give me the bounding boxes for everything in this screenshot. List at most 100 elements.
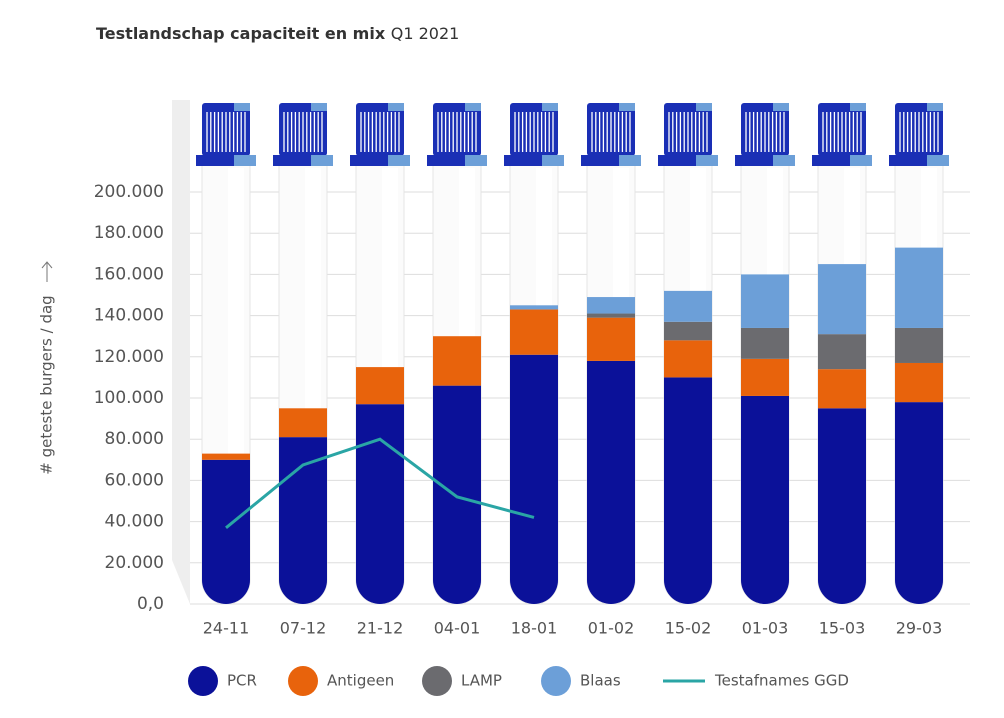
backdrop	[172, 100, 190, 604]
bar-group	[510, 305, 558, 310]
bar-group	[818, 264, 866, 335]
bar-segment	[741, 327, 789, 359]
cap-rim-light	[619, 155, 641, 166]
cap-rim	[889, 155, 949, 166]
chart-title: Testlandschap capaciteit en mix Q1 2021	[96, 24, 459, 43]
bar-group	[510, 354, 558, 604]
bar-group	[279, 408, 327, 438]
cap-top-light	[850, 103, 866, 111]
x-tick-label: 15-03	[819, 619, 866, 638]
bar-group	[741, 395, 789, 604]
cap-rim	[350, 155, 410, 166]
cap-rim-light	[234, 155, 256, 166]
cap-top-light	[619, 103, 635, 111]
y-tick-label: 200.000	[94, 182, 164, 202]
cap-top-light	[465, 103, 481, 111]
bar-group	[433, 336, 481, 386]
x-tick-label: 21-12	[357, 619, 404, 638]
x-tick-label: 01-03	[742, 619, 789, 638]
bar-segment	[510, 354, 558, 604]
cap-top-light	[773, 103, 789, 111]
bar-segment	[356, 367, 404, 405]
axis-arrow	[41, 261, 53, 282]
y-tick-label: 100.000	[94, 388, 164, 408]
bar-group	[664, 340, 712, 378]
legend-swatch	[541, 666, 571, 696]
bar-group	[510, 309, 558, 355]
bar-group	[818, 369, 866, 409]
bar-group	[741, 327, 789, 359]
bar-group	[818, 334, 866, 370]
bar-segment	[741, 274, 789, 328]
bar-group	[202, 453, 250, 460]
subtitle-text: Q1 2021	[391, 24, 460, 43]
cap-rim-light	[388, 155, 410, 166]
bar-group	[433, 385, 481, 604]
bar-segment	[587, 317, 635, 361]
legend-swatch	[422, 666, 452, 696]
legend-swatch	[288, 666, 318, 696]
bar-segment	[433, 385, 481, 604]
bar-group	[741, 274, 789, 328]
x-tick-label: 04-01	[434, 619, 481, 638]
bar-group	[895, 327, 943, 363]
y-tick-label: 160.000	[94, 264, 164, 284]
bar-group	[356, 404, 404, 604]
bar-group	[741, 358, 789, 396]
bar-segment	[510, 305, 558, 310]
cap-rim	[658, 155, 718, 166]
y-tick-label: 20.000	[105, 553, 164, 573]
cap-top-light	[696, 103, 712, 111]
cap-top-light	[927, 103, 943, 111]
bar-segment	[279, 408, 327, 438]
cap-rim	[735, 155, 795, 166]
bar-segment	[741, 395, 789, 604]
bar-segment	[895, 247, 943, 328]
x-tick-label: 18-01	[511, 619, 558, 638]
cap-rim	[812, 155, 872, 166]
y-tick-label: 120.000	[94, 347, 164, 367]
bar-group	[587, 360, 635, 604]
bar-segment	[664, 340, 712, 378]
bar-group	[895, 362, 943, 403]
cap-top-light	[542, 103, 558, 111]
bar-group	[587, 297, 635, 314]
x-tick-label: 07-12	[280, 619, 327, 638]
cap-rim	[196, 155, 256, 166]
bar-group	[664, 377, 712, 604]
legend-label: PCR	[227, 672, 257, 690]
cap-top-light	[311, 103, 327, 111]
y-tick-label: 180.000	[94, 223, 164, 243]
cap-rim-light	[465, 155, 487, 166]
bar-segment	[741, 358, 789, 396]
legend-label: Antigeen	[327, 672, 394, 690]
x-tick-label: 24-11	[203, 619, 250, 638]
y-tick-label: 0,0	[137, 594, 164, 614]
cap-rim-light	[542, 155, 564, 166]
bar-group	[664, 321, 712, 341]
bar-group	[818, 408, 866, 604]
bar-segment	[202, 459, 250, 604]
title-text: Testlandschap capaciteit en mix	[96, 24, 386, 43]
y-tick-label: 140.000	[94, 306, 164, 326]
bar-segment	[587, 297, 635, 314]
y-tick-label: 80.000	[105, 429, 164, 449]
bar-group	[202, 459, 250, 604]
legend-label: Blaas	[580, 672, 621, 690]
cap-top-light	[234, 103, 250, 111]
y-tick-label: 60.000	[105, 470, 164, 490]
bar-group	[587, 317, 635, 361]
bar-group	[895, 402, 943, 604]
legend-swatch	[188, 666, 218, 696]
bar-segment	[587, 313, 635, 318]
cap-rim-light	[696, 155, 718, 166]
cap-rim	[504, 155, 564, 166]
bar-segment	[818, 369, 866, 409]
cap-rim	[581, 155, 641, 166]
x-tick-label: 15-02	[665, 619, 712, 638]
cap-rim	[427, 155, 487, 166]
y-tick-label: 40.000	[105, 512, 164, 532]
bar-segment	[664, 321, 712, 341]
y-axis-label: # geteste burgers / dag	[38, 295, 56, 474]
bar-segment	[895, 362, 943, 403]
